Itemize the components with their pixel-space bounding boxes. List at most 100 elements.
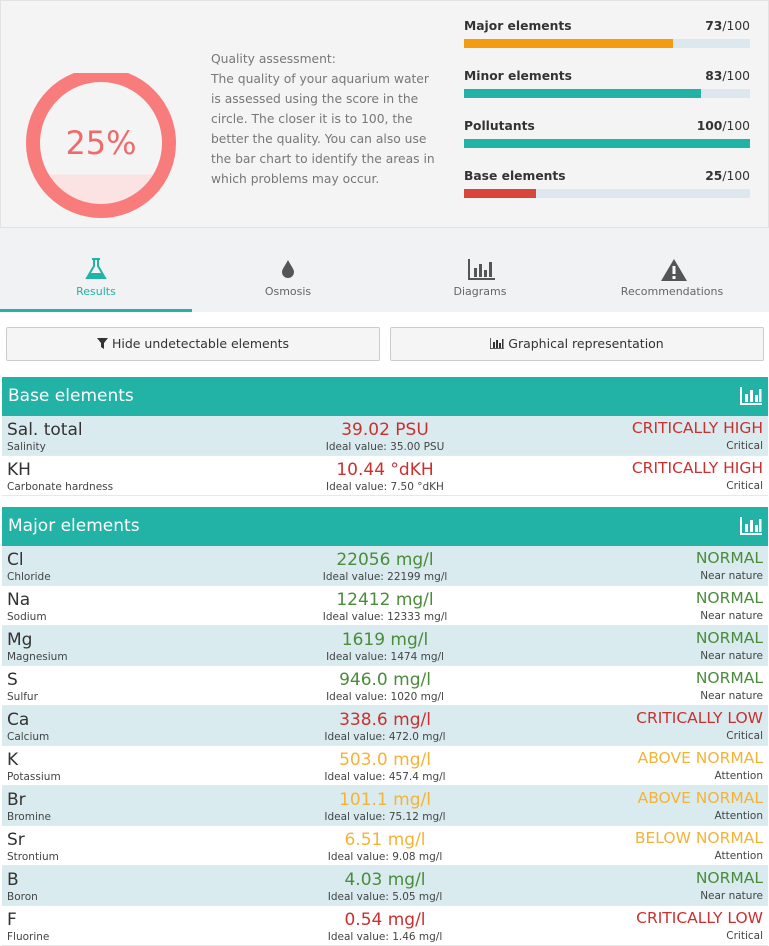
measured-value: 6.51 mg/l <box>344 830 426 850</box>
element-name: Strontium <box>7 851 59 863</box>
tab[interactable]: Recommendations <box>576 228 768 312</box>
gauge-label: 25% <box>65 124 136 162</box>
status-level: Critical <box>726 730 763 742</box>
status-level: Critical <box>726 930 763 942</box>
score-bar <box>464 39 673 48</box>
measured-value: 101.1 mg/l <box>339 790 431 810</box>
chart-icon[interactable] <box>740 517 762 535</box>
element-name: Boron <box>7 891 38 903</box>
tab-label: Osmosis <box>264 285 312 298</box>
status: NORMAL <box>695 669 763 687</box>
measured-value: 1619 mg/l <box>341 630 429 650</box>
section-header: Major elements <box>2 507 768 546</box>
status: NORMAL <box>695 549 763 567</box>
score-value: 25100 <box>705 169 750 183</box>
element-symbol: Br <box>7 790 26 810</box>
status-level: Near nature <box>700 890 763 902</box>
element-name: Salinity <box>7 441 46 453</box>
element-name: Potassium <box>7 771 61 783</box>
element-symbol: K <box>7 750 19 770</box>
status-level: Attention <box>714 770 763 782</box>
element-row: KH Carbonate hardness 10.44 °dKH Ideal valu… <box>2 456 768 496</box>
element-name: Carbonate hardness <box>7 481 114 493</box>
status: CRITICALLY HIGH <box>631 419 763 437</box>
ideal-value: Ideal value: 457.4 mg/l <box>324 771 446 783</box>
score-name: Base elements <box>464 169 566 183</box>
element-symbol: Mg <box>7 630 33 650</box>
section-title: Major elements <box>8 516 140 536</box>
score-value: 83100 <box>705 69 750 83</box>
element-row: Mg Magnesium 1619 mg/l Ideal value: 1474 mg… <box>2 626 768 666</box>
measured-value: 4.03 mg/l <box>344 870 426 890</box>
ideal-value: Ideal value: 9.08 mg/l <box>327 851 443 863</box>
score-row: Major elements 73100 <box>464 19 750 69</box>
button-label: Hide undetectable elements <box>111 336 290 351</box>
summary-panel: 25% Quality assessment: The quality of y… <box>0 0 769 228</box>
score-track <box>464 189 750 198</box>
status: NORMAL <box>695 589 763 607</box>
tab-bar: Results Osmosis Diagrams Recommendations <box>0 228 769 312</box>
graph-button[interactable]: Graphical representation <box>390 327 764 361</box>
status: ABOVE NORMAL <box>637 749 763 767</box>
element-symbol: F <box>7 910 17 930</box>
status-level: Near nature <box>700 690 763 702</box>
ideal-value: Ideal value: 22199 mg/l <box>322 571 448 583</box>
measured-value: 946.0 mg/l <box>339 670 431 690</box>
score-max: 100 <box>722 69 750 83</box>
score-bar <box>464 189 536 198</box>
element-symbol: Sal. total <box>7 420 83 440</box>
tab-label: Diagrams <box>453 285 507 298</box>
measured-value: 10.44 °dKH <box>336 460 434 480</box>
score-max: 100 <box>722 119 750 133</box>
status: NORMAL <box>695 629 763 647</box>
element-row: Br Bromine 101.1 mg/l Ideal value: 75.12 mg… <box>2 786 768 826</box>
tab[interactable]: Osmosis <box>192 228 384 312</box>
tab[interactable]: Results <box>0 228 192 312</box>
ideal-value: Ideal value: 35.00 PSU <box>325 441 445 453</box>
score-number: 73 <box>705 19 723 33</box>
measured-value: 503.0 mg/l <box>339 750 431 770</box>
score-track <box>464 89 750 98</box>
hide-button[interactable]: Hide undetectable elements <box>6 327 380 361</box>
ideal-value: Ideal value: 1020 mg/l <box>326 691 444 703</box>
element-name: Chloride <box>7 571 51 583</box>
status: BELOW NORMAL <box>634 829 763 847</box>
ideal-value: Ideal value: 12333 mg/l <box>322 611 448 623</box>
element-name: Calcium <box>7 731 50 743</box>
section-title: Base elements <box>8 386 134 406</box>
measured-value: 39.02 PSU <box>341 420 429 440</box>
measured-value: 12412 mg/l <box>336 590 434 610</box>
element-row: K Potassium 503.0 mg/l Ideal value: 457.4 m… <box>2 746 768 786</box>
score-bar <box>464 89 702 98</box>
score-track <box>464 39 750 48</box>
tab-label: Recommendations <box>620 285 724 298</box>
element-row: S Sulfur 946.0 mg/l Ideal value: 1020 mg/l N… <box>2 666 768 706</box>
score-value: 100100 <box>697 119 750 133</box>
score-max: 100 <box>722 169 750 183</box>
chart-icon[interactable] <box>740 387 762 405</box>
score-list: Major elements73100Minor elements83100Po… <box>464 19 750 219</box>
status: CRITICALLY LOW <box>636 709 763 727</box>
tab[interactable]: Diagrams <box>384 228 576 312</box>
button-label: Graphical representation <box>508 336 664 351</box>
status: NORMAL <box>695 869 763 887</box>
element-symbol: KH <box>7 460 31 480</box>
measured-value: 0.54 mg/l <box>344 910 426 930</box>
score-row: Minor elements 83100 <box>464 69 750 119</box>
element-name: Sulfur <box>7 691 38 703</box>
score-value: 73100 <box>705 19 750 33</box>
score-max: 100 <box>722 19 750 33</box>
status-level: Attention <box>714 810 763 822</box>
section-header: Base elements <box>2 377 768 416</box>
element-name: Magnesium <box>7 651 68 663</box>
description-title: Quality assessment: <box>211 52 336 66</box>
ideal-value: Ideal value: 5.05 mg/l <box>327 891 443 903</box>
score-number: 100 <box>696 119 723 133</box>
element-name: Sodium <box>7 611 47 623</box>
element-row: Sal. total Salinity 39.02 PSU Ideal value: … <box>2 416 768 456</box>
element-name: Bromine <box>7 811 51 823</box>
ideal-value: Ideal value: 472.0 mg/l <box>324 731 446 743</box>
status-level: Near nature <box>700 570 763 582</box>
status-level: Near nature <box>700 650 763 662</box>
